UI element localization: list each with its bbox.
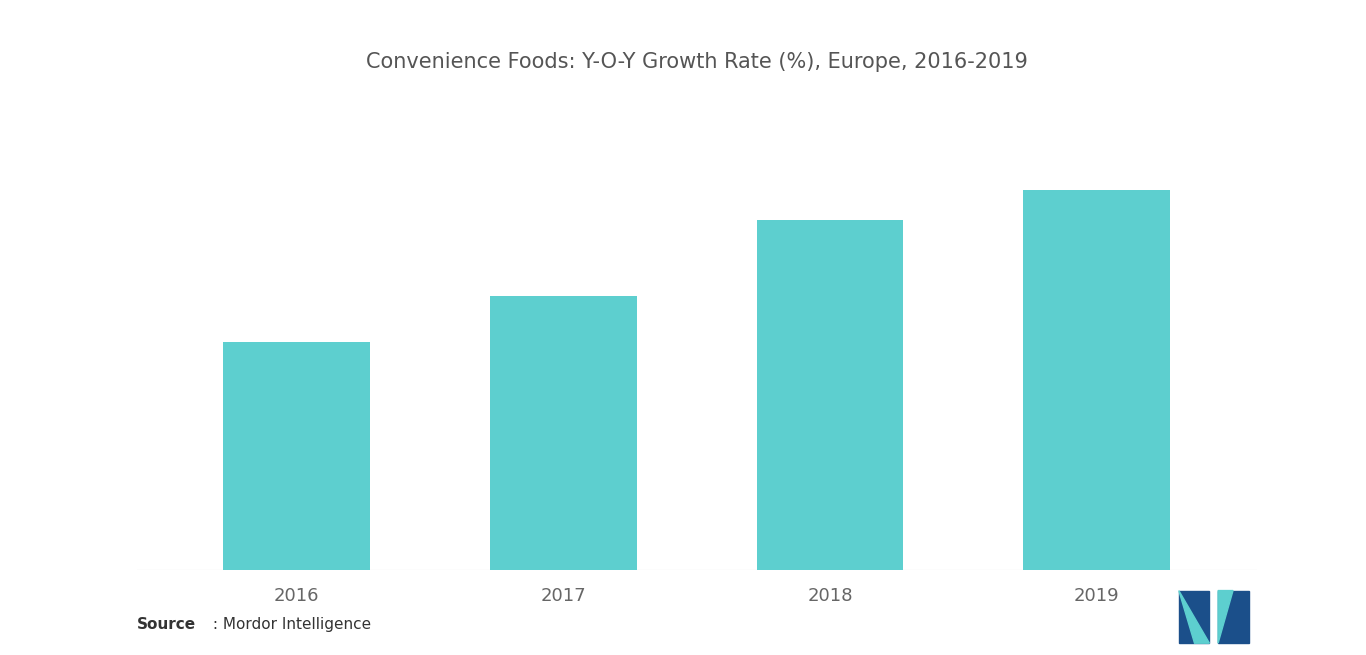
Bar	[757, 220, 903, 570]
Polygon shape	[1179, 591, 1209, 643]
Polygon shape	[1218, 591, 1249, 643]
Text: : Mordor Intelligence: : Mordor Intelligence	[208, 617, 370, 632]
Bar	[490, 296, 637, 570]
Bar	[1023, 189, 1171, 570]
Title: Convenience Foods: Y-O-Y Growth Rate (%), Europe, 2016-2019: Convenience Foods: Y-O-Y Growth Rate (%)…	[366, 52, 1027, 71]
Text: Source: Source	[137, 617, 195, 632]
Bar	[223, 342, 370, 570]
Polygon shape	[1218, 591, 1233, 643]
Polygon shape	[1179, 591, 1209, 643]
